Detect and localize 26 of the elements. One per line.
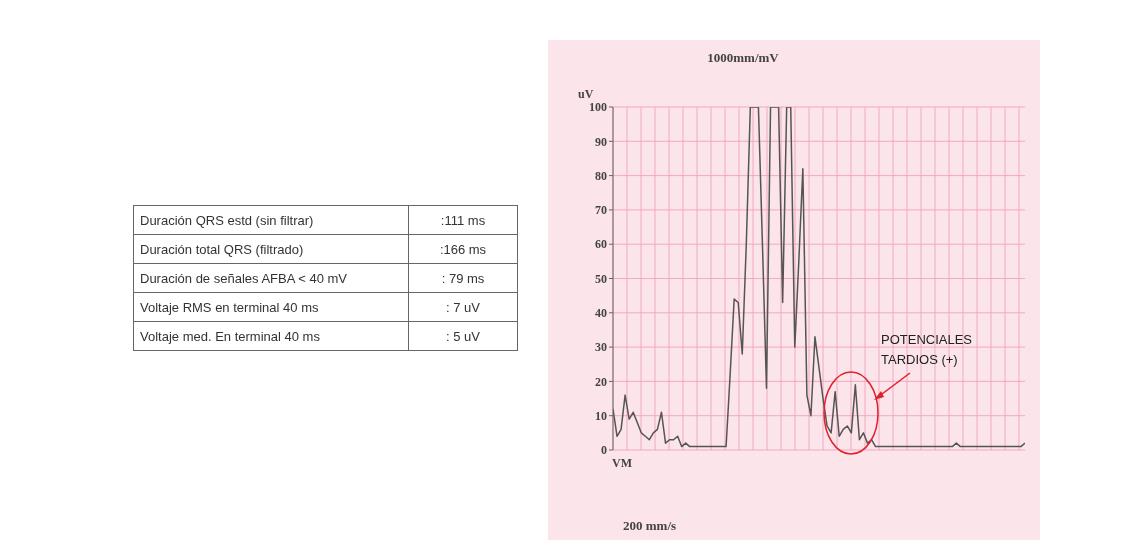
y-tick-label: 0 [601, 443, 607, 458]
text: : 5 uV [408, 321, 518, 351]
text: : 7 uV [408, 292, 518, 322]
text: VM [612, 456, 632, 471]
text: :111 ms [408, 205, 518, 235]
text: : 79 ms [408, 263, 518, 293]
y-tick-label: 20 [595, 374, 607, 389]
y-tick-label: 10 [595, 408, 607, 423]
text: Voltaje RMS en terminal 40 ms [133, 292, 409, 322]
y-tick-label: 60 [595, 237, 607, 252]
text: :166 ms [408, 234, 518, 264]
y-axis-title: uV [578, 87, 594, 102]
text: Duración QRS estd (sin filtrar) [133, 205, 409, 235]
y-tick-label: 40 [595, 306, 607, 321]
text: Voltaje med. En terminal 40 ms [133, 321, 409, 351]
annotation: POTENCIALES TARDIOS (+) [881, 331, 974, 369]
chart-title: 1000mm/mV [706, 50, 780, 66]
y-tick-label: 50 [595, 271, 607, 286]
text: Duración total QRS (filtrado) [133, 234, 409, 264]
text: Duración de señales AFBA < 40 mV [133, 263, 409, 293]
y-tick-label: 90 [595, 134, 607, 149]
x-axis-title: 200 mm/s [623, 518, 677, 534]
y-tick-label: 30 [595, 340, 607, 355]
y-tick-label: 100 [589, 100, 607, 115]
y-tick-label: 70 [595, 203, 607, 218]
y-tick-label: 80 [595, 168, 607, 183]
